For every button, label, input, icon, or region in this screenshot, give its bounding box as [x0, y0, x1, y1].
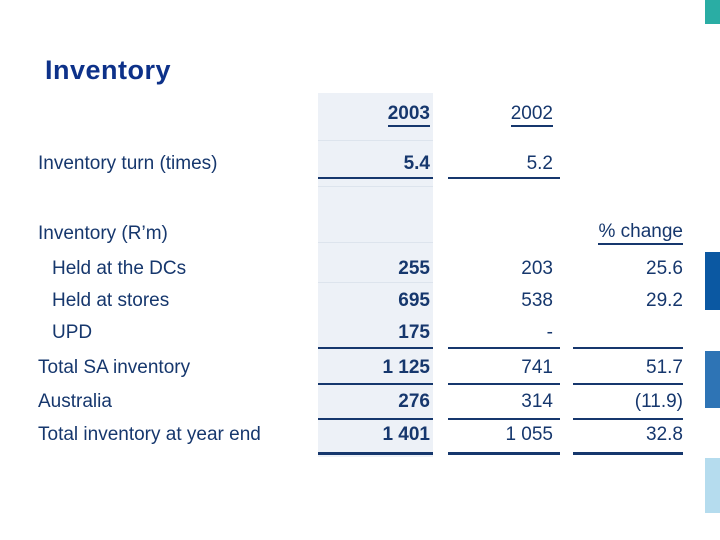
rule-row — [573, 347, 683, 349]
cell-turn-2003: 5.4 — [403, 153, 430, 174]
col-header-2003: 2003 — [318, 103, 430, 127]
row-label: Total SA inventory — [38, 357, 191, 378]
rule-row — [318, 347, 433, 349]
edge-bar-dark-blue — [705, 252, 720, 310]
col-header-pct-change-text: % change — [598, 221, 683, 245]
row-label: UPD — [52, 322, 93, 343]
rule-turn-2003 — [318, 177, 433, 179]
edge-bar-medium-blue — [705, 351, 720, 408]
column-2003-shade — [318, 93, 433, 457]
cell-2002: - — [546, 322, 553, 343]
faint-gridline — [318, 282, 433, 283]
rule-row — [573, 383, 683, 385]
col-header-pct-change: % change — [571, 221, 683, 245]
cell-turn-2002: 5.2 — [526, 153, 553, 174]
row-label: Held at the DCs — [52, 258, 187, 279]
cell-pct: 29.2 — [646, 290, 683, 311]
rule-row — [573, 418, 683, 420]
edge-bar-light-blue — [705, 458, 720, 513]
cell-2003: 255 — [398, 258, 430, 279]
rule-row — [318, 418, 433, 420]
rule-row — [448, 418, 560, 420]
cell-2003: 695 — [398, 290, 430, 311]
row-label: Held at stores — [52, 290, 170, 311]
rule-row — [448, 383, 560, 385]
cell-2002: 1 055 — [505, 424, 553, 445]
cell-pct: (11.9) — [634, 391, 683, 412]
faint-gridline — [318, 242, 433, 243]
rule-row — [448, 347, 560, 349]
cell-2002: 741 — [521, 357, 553, 378]
row-label: Total inventory at year end — [38, 424, 261, 445]
col-header-2003-text: 2003 — [387, 103, 430, 127]
col-header-2002: 2002 — [441, 103, 553, 127]
faint-gridline — [318, 140, 433, 141]
cell-2002: 538 — [521, 290, 553, 311]
rule-total-2003 — [318, 452, 433, 455]
row-label-inventory-turn: Inventory turn (times) — [38, 153, 218, 174]
faint-gridline — [318, 186, 433, 187]
slide-title: Inventory — [45, 55, 172, 85]
row-label: Australia — [38, 391, 112, 412]
rule-row — [318, 383, 433, 385]
section-label-inventory-rm: Inventory (R’m) — [38, 223, 168, 244]
cell-2002: 314 — [521, 391, 553, 412]
cell-2003: 1 125 — [382, 357, 430, 378]
rule-total-pct — [573, 452, 683, 455]
cell-pct: 32.8 — [646, 424, 683, 445]
rule-total-2002 — [448, 452, 560, 455]
edge-bar-teal — [705, 0, 720, 24]
rule-turn-2002 — [448, 177, 560, 179]
cell-2003: 1 401 — [382, 424, 430, 445]
cell-pct: 25.6 — [646, 258, 683, 279]
cell-2003: 175 — [398, 322, 430, 343]
cell-2002: 203 — [521, 258, 553, 279]
cell-pct: 51.7 — [646, 357, 683, 378]
col-header-2002-text: 2002 — [510, 103, 553, 127]
cell-2003: 276 — [398, 391, 430, 412]
